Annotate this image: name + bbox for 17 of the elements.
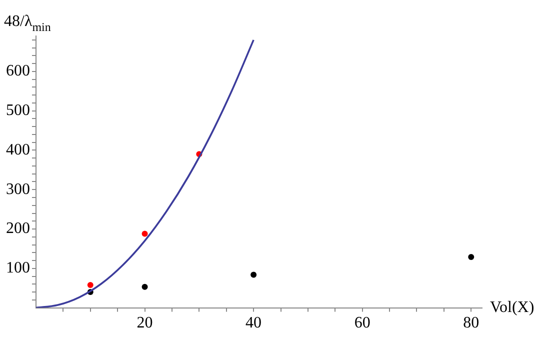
x-tick-label: 20 [136, 314, 153, 332]
y-tick-label: 400 [6, 141, 30, 158]
point [250, 272, 257, 278]
x-tick-label: 80 [463, 314, 480, 332]
x-tick-label: 60 [354, 314, 370, 332]
point [87, 282, 94, 288]
point [142, 284, 148, 290]
line-series [36, 39, 254, 308]
y-tick-label: 300 [6, 180, 30, 198]
point [468, 254, 474, 260]
y-tick-label: 100 [6, 260, 30, 277]
x-axis-title: Vol(X) [490, 298, 534, 316]
y-tick-label: 500 [6, 102, 30, 120]
x-tick-label: 40 [246, 314, 262, 332]
y-tick-label: 200 [6, 220, 30, 238]
point [142, 230, 148, 237]
y-tick-label: 600 [6, 62, 30, 80]
